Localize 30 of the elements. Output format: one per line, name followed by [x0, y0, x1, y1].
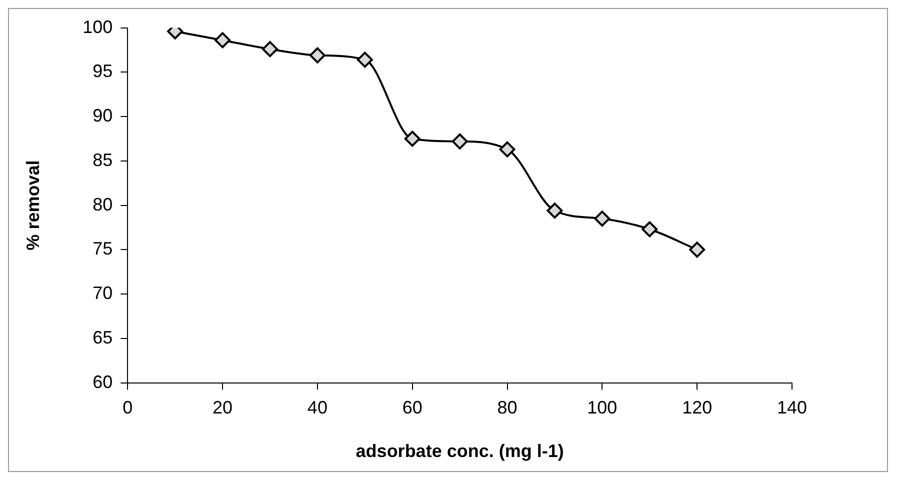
y-tick-label: 70: [92, 283, 113, 304]
x-tick-label: 120: [682, 398, 712, 418]
x-tick-label: 100: [587, 398, 618, 418]
point: [499, 141, 516, 158]
point: [404, 130, 420, 147]
point: [356, 52, 373, 68]
point: [546, 202, 563, 219]
y-axis-title: % removal: [22, 160, 43, 250]
y-tick-label: 85: [92, 150, 113, 170]
x-tick-label: 80: [497, 398, 518, 418]
point: [262, 41, 278, 58]
y-tick-label: 100: [82, 16, 113, 37]
y-tick-label: 95: [92, 61, 113, 82]
point: [309, 47, 326, 64]
point: [642, 221, 658, 238]
x-tick-label: 20: [212, 398, 233, 418]
y-tick-label: 80: [92, 194, 113, 214]
point: [594, 210, 610, 227]
y-tick-label: 90: [92, 106, 113, 126]
point: [452, 133, 468, 150]
point: [689, 242, 706, 258]
x-tick-label: 60: [402, 398, 422, 418]
y-tick-label: 75: [92, 238, 113, 259]
x-tick-label: 40: [307, 398, 328, 418]
x-tick-label: 0: [122, 398, 133, 418]
x-axis-title: adsorbate conc. (mg l-1): [356, 441, 564, 462]
x-tick-label: 140: [776, 398, 808, 418]
y-tick-label: 60: [92, 372, 113, 392]
point: [214, 32, 231, 48]
y-tick-label: 65: [92, 327, 113, 348]
